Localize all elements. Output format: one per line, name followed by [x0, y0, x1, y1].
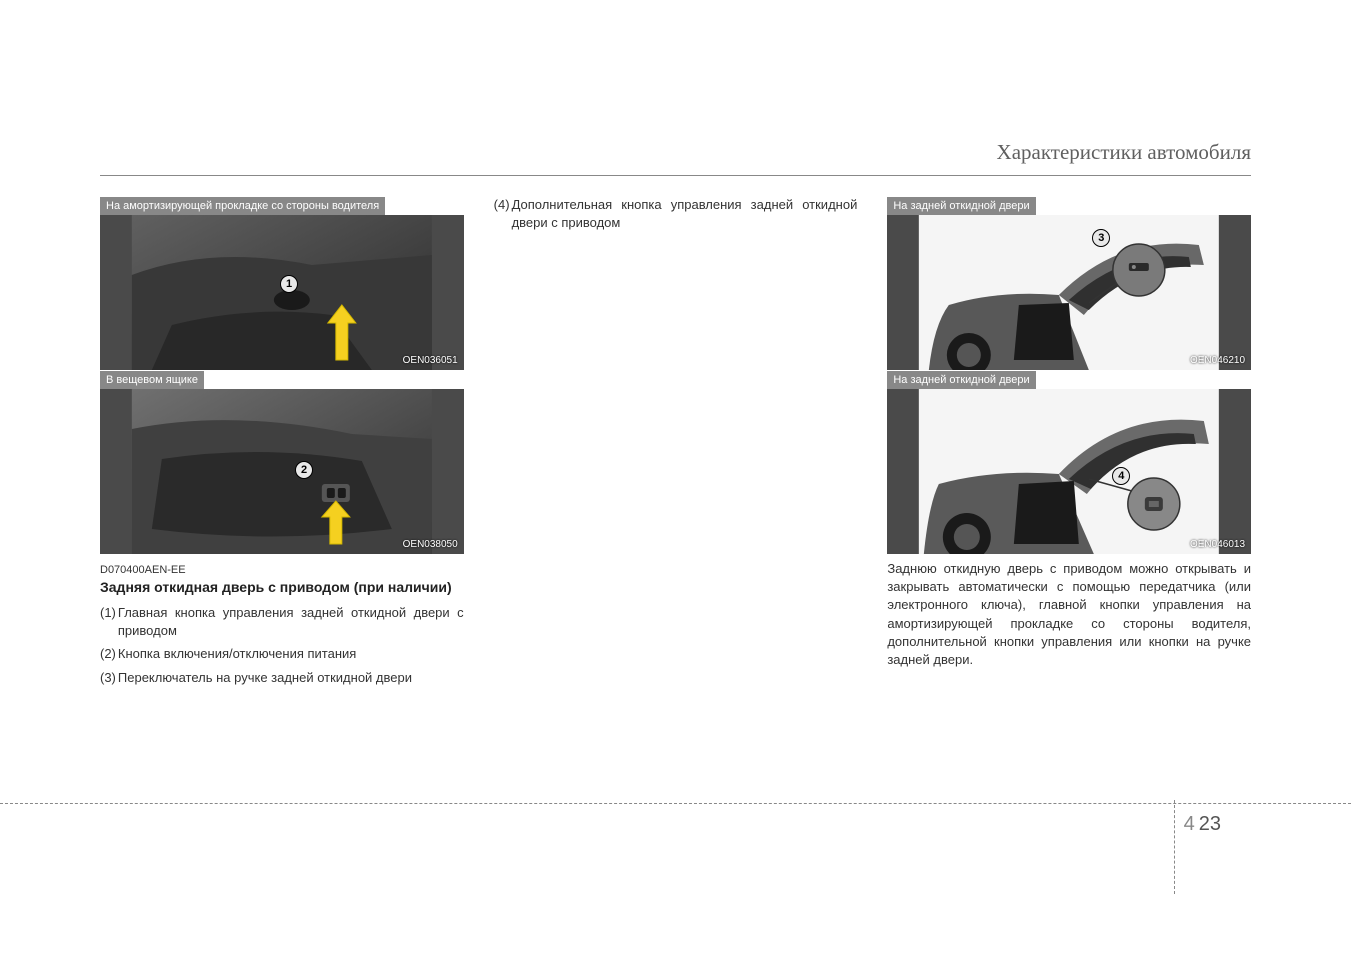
caption-tailgate-2: На задней откидной двери [887, 371, 1035, 389]
column-middle: (4) Дополнительная кнопка управления зад… [494, 196, 858, 692]
page-num-value: 23 [1199, 813, 1221, 835]
document-code: D070400AEN-EE [100, 564, 464, 576]
footer-vertical-line [1174, 800, 1175, 894]
list-num: (3) [100, 669, 118, 687]
list-item-3: (3) Переключатель на ручке задней откидн… [100, 669, 464, 687]
glovebox-illustration [100, 389, 464, 554]
list-item-2: (2) Кнопка включения/отключения питания [100, 645, 464, 663]
list-text: Главная кнопка управления задней откидно… [118, 604, 464, 639]
caption-glovebox: В вещевом ящике [100, 371, 204, 389]
tailgate-illustration-2 [887, 389, 1251, 554]
list-num: (4) [494, 196, 512, 231]
list-text: Кнопка включения/отключения питания [118, 645, 464, 663]
list-text: Переключатель на ручке задней откидной д… [118, 669, 464, 687]
page-header: Характеристики автомобиля [100, 140, 1251, 176]
figure-tailgate-open-1: 3 OEN046210 [887, 215, 1251, 370]
content-columns: На амортизирующей прокладке со стороны в… [100, 196, 1251, 692]
figure-tailgate-open-2: 4 OEN046013 [887, 389, 1251, 554]
footer-dashed-line [0, 803, 1351, 804]
tailgate-illustration-1 [887, 215, 1251, 370]
section-title: Задняя откидная дверь с приводом (при на… [100, 578, 464, 596]
figure-glovebox: 2 OEN038050 [100, 389, 464, 554]
caption-tailgate-1: На задней откидной двери [887, 197, 1035, 215]
dashboard-illustration [100, 215, 464, 370]
column-right: На задней откидной двери 3 [887, 196, 1251, 692]
caption-driver-pad: На амортизирующей прокладке со стороны в… [100, 197, 385, 215]
marker-2: 2 [295, 461, 313, 479]
image-code-3: OEN046210 [1190, 355, 1245, 366]
column-left: На амортизирующей прокладке со стороны в… [100, 196, 464, 692]
figure-driver-pad: 1 OEN036051 [100, 215, 464, 370]
image-code-2: OEN038050 [403, 539, 458, 550]
marker-1: 1 [280, 275, 298, 293]
section-number: 4 [1184, 813, 1199, 835]
list-item-4: (4) Дополнительная кнопка управления зад… [494, 196, 858, 231]
image-code-4: OEN046013 [1190, 539, 1245, 550]
page-number: 423 [1184, 813, 1221, 836]
list-text: Дополнительная кнопка управления задней … [512, 196, 858, 231]
body-text: Заднюю откидную дверь с приводом можно о… [887, 560, 1251, 669]
image-code-1: OEN036051 [403, 355, 458, 366]
list-num: (2) [100, 645, 118, 663]
list-item-1: (1) Главная кнопка управления задней отк… [100, 604, 464, 639]
page-header-title: Характеристики автомобиля [997, 140, 1251, 164]
list-num: (1) [100, 604, 118, 639]
